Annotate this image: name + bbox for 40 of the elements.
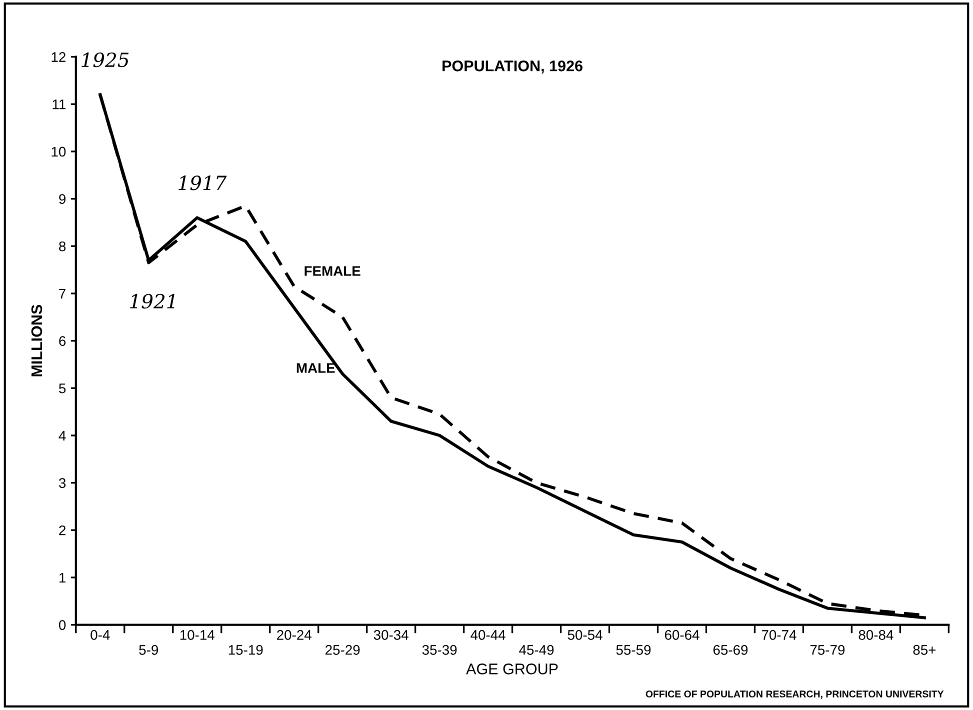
y-tick-label: 2: [59, 525, 66, 536]
chart-title: POPULATION, 1926: [442, 60, 582, 74]
y-tick-label: 5: [59, 384, 66, 394]
y-tick-label: 3: [58, 478, 66, 488]
y-tick-label: 8: [59, 241, 66, 252]
x-tick-label: 30-34: [374, 630, 408, 640]
x-tick-label: 60-64: [664, 630, 700, 640]
x-tick-label: 50-54: [568, 630, 602, 640]
series-label: MALE: [296, 363, 335, 373]
x-tick-label: 35-39: [422, 644, 457, 655]
annotation: 1917: [178, 176, 227, 190]
series-label: FEMALE: [304, 266, 360, 276]
x-tick-label: 65-69: [713, 644, 748, 655]
y-tick-label: 4: [58, 430, 66, 440]
x-tick-label: 15-19: [228, 644, 263, 655]
annotation: 1925: [82, 52, 129, 68]
x-tick-label: 0-4: [90, 630, 110, 640]
x-tick-label: 80-84: [858, 630, 894, 640]
y-tick-label: 9: [59, 194, 66, 204]
x-tick-label: 70-74: [762, 630, 796, 640]
y-tick-label: 0: [58, 620, 66, 630]
x-tick-label: 85+: [913, 644, 936, 655]
x-tick-label: 25-29: [326, 644, 360, 655]
x-tick-label: 40-44: [470, 630, 506, 640]
y-tick-label: 6: [59, 336, 66, 346]
y-tick-label: 1: [60, 572, 66, 582]
x-tick-label: 55-59: [616, 644, 651, 655]
annotation: 1921: [130, 294, 174, 309]
y-tick-label: 11: [52, 100, 66, 110]
x-axis-title: AGE GROUP: [466, 664, 558, 674]
text: OFFICE OF POPULATION RESEARCH, PRINCETON UNIVERSITY: [646, 690, 944, 699]
x-tick-label: 20-24: [277, 630, 312, 640]
y-axis-title: MILLIONS: [31, 304, 42, 376]
x-tick-label: 75-79: [810, 644, 845, 655]
x-tick-label: 10-14: [180, 630, 214, 640]
x-tick-label: 45-49: [519, 644, 554, 655]
y-tick-label: 7: [59, 288, 66, 298]
y-tick-label: 12: [52, 52, 66, 62]
y-tick-label: 10: [52, 146, 66, 157]
x-tick-label: 5-9: [139, 644, 158, 655]
